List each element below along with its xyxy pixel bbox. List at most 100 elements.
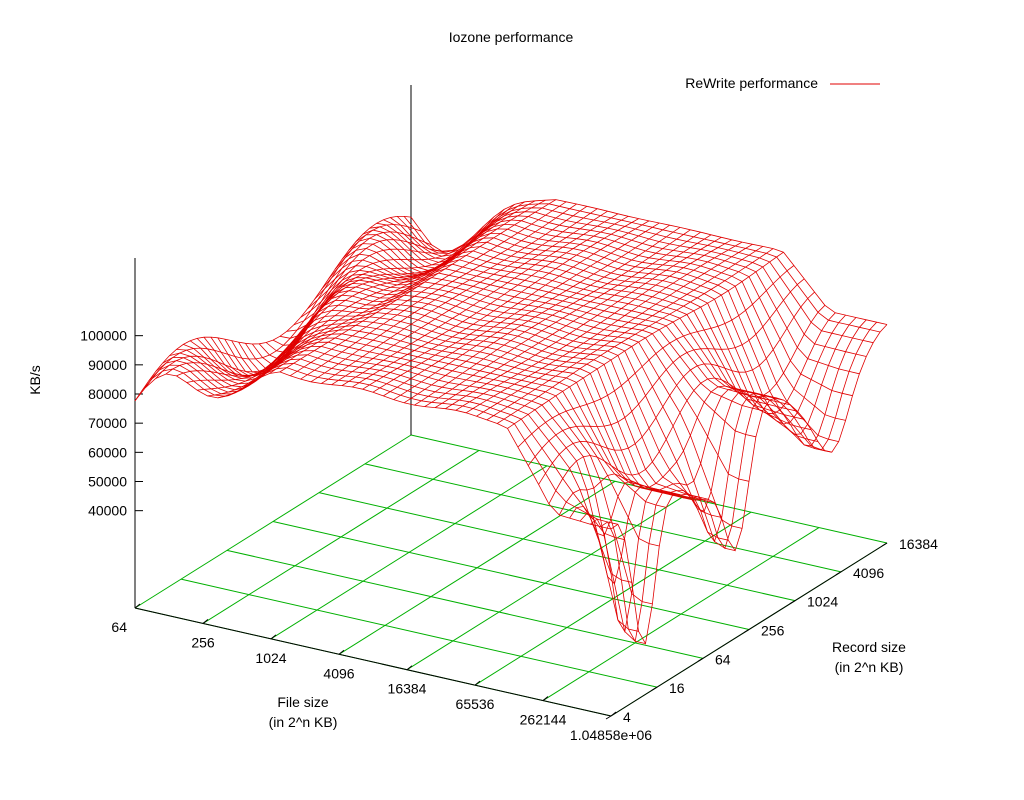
- surface-line-record: [334, 246, 812, 431]
- x-tick-label: 1024: [255, 650, 286, 666]
- x-tick-mark: [338, 649, 345, 655]
- x-axis-label-line1: File size: [277, 694, 329, 710]
- y-tick-mark: [697, 657, 704, 662]
- surface-line-record: [348, 237, 825, 452]
- surface-line-file: [538, 291, 815, 485]
- surface-line-record: [293, 272, 770, 401]
- legend-label: ReWrite performance: [685, 75, 818, 91]
- y-tick-mark: [881, 542, 888, 547]
- surface-line-file: [610, 324, 888, 645]
- y-tick-mark: [743, 629, 750, 633]
- surface-line-record: [196, 333, 674, 495]
- surface-line-record: [162, 354, 639, 632]
- x-tick-label: 1.04858e+06: [570, 727, 652, 743]
- z-tick-label: 90000: [88, 357, 127, 373]
- chart-title: Iozone performance: [449, 29, 574, 45]
- y-tick-label: 1024: [807, 594, 838, 610]
- y-tick-label: 16: [669, 680, 685, 696]
- surface-line-record: [183, 341, 660, 547]
- y-axis-label-line1: Record size: [832, 639, 906, 655]
- x-tick-label: 262144: [520, 712, 567, 728]
- z-axis-label: KB/s: [27, 365, 43, 395]
- x-tick-label: 64: [111, 619, 127, 635]
- x-axis-label-line2: (in 2^n KB): [269, 714, 338, 730]
- grid-line-y: [318, 492, 796, 602]
- z-tick-label: 50000: [88, 474, 127, 490]
- surface-line-record: [410, 199, 888, 325]
- x-tick-mark: [134, 603, 141, 609]
- y-tick-label: 64: [715, 651, 731, 667]
- y-ticks: 4 16 64 256 1024 4096 16384: [605, 536, 938, 725]
- y-tick-mark: [651, 686, 658, 691]
- x-tick-label: 256: [191, 634, 215, 650]
- surface-line-record: [376, 219, 853, 397]
- surface-line-record: [245, 303, 722, 518]
- x-tick-label: 16384: [388, 681, 427, 697]
- grid-line-y: [180, 578, 658, 688]
- y-tick-label: 4096: [853, 565, 884, 581]
- surface-line-record: [383, 215, 860, 375]
- surface-line-record: [134, 371, 612, 530]
- legend: ReWrite performance: [685, 75, 880, 91]
- x-tick-label: 65536: [456, 696, 495, 712]
- surface-line-record: [327, 250, 805, 420]
- grid-line-y: [226, 549, 704, 659]
- z-ticks: 40000 50000 60000 70000 80000 90000 100000: [80, 258, 143, 608]
- floor-grid: [134, 434, 888, 717]
- surface-line-record: [258, 294, 736, 551]
- surface-line-record: [251, 299, 729, 541]
- x-tick-mark: [542, 696, 549, 701]
- surface-line-record: [307, 263, 784, 401]
- grid-line-y: [364, 463, 842, 573]
- surface-line-record: [272, 286, 750, 482]
- surface-line-record: [141, 367, 618, 525]
- surface-line-record: [279, 281, 756, 438]
- surface-line-record: [320, 254, 798, 412]
- x-tick-mark: [406, 665, 413, 671]
- grid-line-y: [272, 521, 750, 630]
- surface-line-record: [362, 228, 839, 442]
- z-tick-label: 60000: [88, 444, 127, 460]
- rewrite-surface: [134, 199, 888, 645]
- y-axis-label-line2: (in 2^n KB): [835, 659, 904, 675]
- surface-line-file: [445, 236, 722, 410]
- surface-line-record: [210, 324, 687, 499]
- surface-line-file: [197, 236, 474, 391]
- surface-line-record: [203, 329, 681, 495]
- y-tick-label: 4: [623, 709, 631, 725]
- surface-line-record: [300, 268, 777, 399]
- surface-line-record: [355, 233, 832, 453]
- surface-line-record: [286, 277, 763, 411]
- x-tick-mark: [474, 680, 481, 686]
- z-tick-label: 80000: [88, 386, 127, 402]
- surface-line-record: [369, 223, 846, 421]
- y-tick-mark: [835, 571, 842, 576]
- surface-line-record: [176, 345, 653, 605]
- surface-line-record: [403, 203, 881, 333]
- y-tick-mark: [605, 715, 612, 720]
- y-tick-mark: [789, 600, 796, 605]
- surface-line-record: [390, 211, 867, 357]
- surface-line-record: [169, 350, 646, 644]
- y-tick-label: 16384: [899, 536, 938, 552]
- surface-line-record: [265, 290, 743, 529]
- axes: [134, 85, 888, 717]
- x-tick-label: 4096: [323, 665, 354, 681]
- z-tick-label: 40000: [88, 503, 127, 519]
- x-tick-mark: [610, 711, 617, 717]
- surface-line-record: [314, 259, 791, 406]
- surface-line-file: [517, 265, 795, 448]
- surface-line-file: [289, 201, 567, 377]
- surface-line-record: [238, 307, 715, 504]
- surface-line-record: [148, 362, 625, 541]
- x-tick-mark: [270, 634, 277, 640]
- z-tick-label: 100000: [80, 328, 127, 344]
- surface-line-record: [341, 241, 819, 442]
- y-tick-label: 256: [761, 623, 785, 639]
- surface-line-record: [155, 358, 632, 583]
- surface-line-record: [396, 207, 874, 344]
- z-tick-label: 70000: [88, 415, 127, 431]
- x-axis-line: [134, 607, 612, 717]
